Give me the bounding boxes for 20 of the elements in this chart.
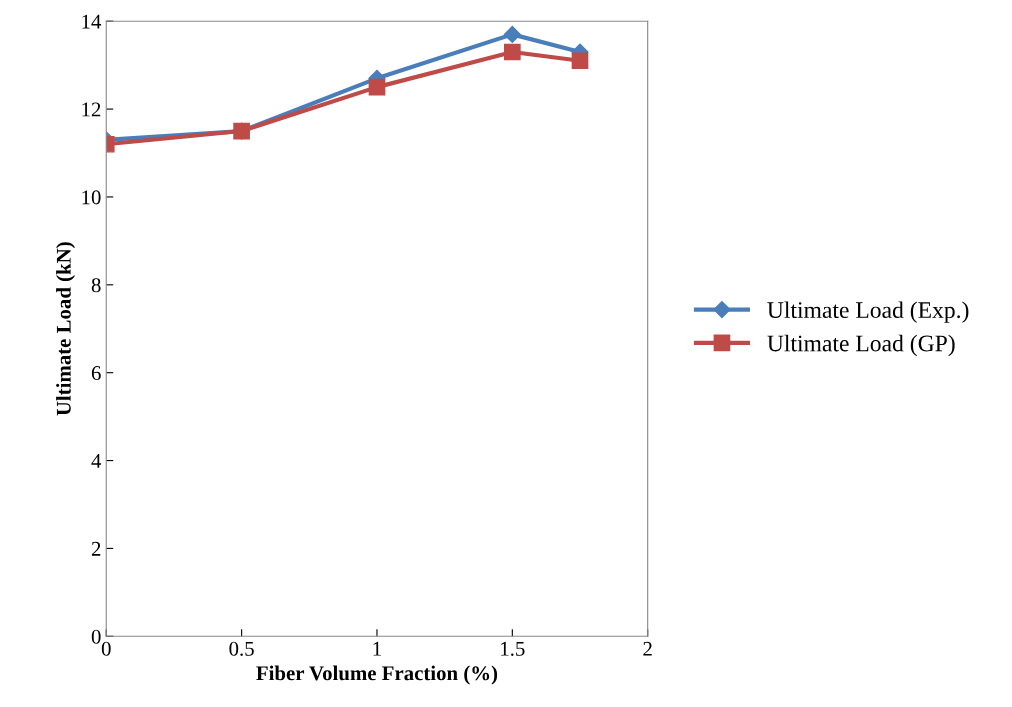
y-tick-label: 12 [82, 102, 101, 117]
y-tick-label: 2 [91, 541, 101, 556]
point [571, 52, 589, 70]
x-tick-label: 1.5 [501, 641, 525, 656]
y-tick-label: 10 [82, 190, 101, 205]
y-tick-label: 8 [91, 278, 101, 293]
legend-label: Ultimate Load (Exp.) [767, 301, 969, 323]
y-tick-label: 6 [91, 366, 101, 381]
y-tick-label: 4 [91, 454, 102, 468]
y-tick-label: 14 [82, 14, 102, 29]
point [503, 25, 521, 43]
y-tick-label: 0 [91, 629, 101, 644]
x-tick-label: 0.5 [229, 641, 254, 656]
y-axis-title: Ultimate Load (kN) [56, 242, 76, 416]
legend-label: Ultimate Load (GP) [767, 334, 955, 357]
x-tick-label: 2 [643, 641, 652, 656]
x-axis-title: Fiber Volume Fraction (%) [256, 665, 498, 685]
x-tick-label: 1 [373, 641, 381, 656]
point [503, 43, 521, 61]
point [368, 78, 386, 96]
